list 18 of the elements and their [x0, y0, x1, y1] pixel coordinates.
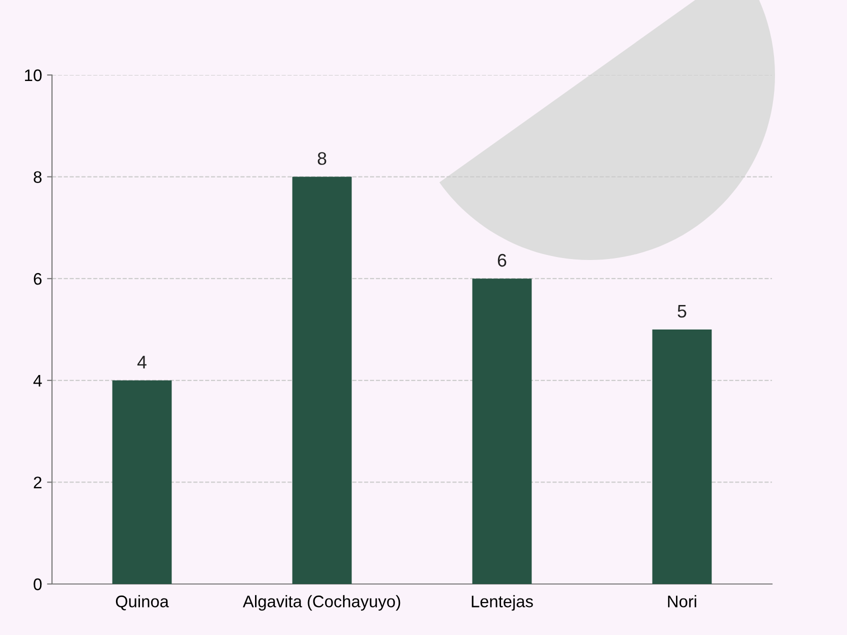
y-tick-label: 10 [25, 69, 42, 82]
bar [292, 176, 352, 584]
x-tick-label: Quinoa [116, 595, 169, 610]
data-label: 5 [678, 305, 686, 318]
data-label: 8 [318, 152, 326, 165]
y-tick-label: 8 [34, 171, 42, 184]
y-tick-label: 6 [34, 273, 42, 285]
bar [472, 278, 532, 584]
y-tick-label: 0 [34, 578, 42, 590]
y-tick-label: 2 [34, 476, 42, 488]
y-tick-label: 4 [33, 374, 42, 386]
x-tick-label: Nori [668, 595, 696, 608]
bar [112, 380, 172, 584]
bar [652, 330, 712, 584]
x-tick-label: Algavita (Cochayuyo) [242, 595, 400, 611]
data-label: 6 [498, 254, 506, 267]
x-tick-label: Lentejas [472, 595, 533, 611]
data-label: 4 [137, 356, 146, 368]
